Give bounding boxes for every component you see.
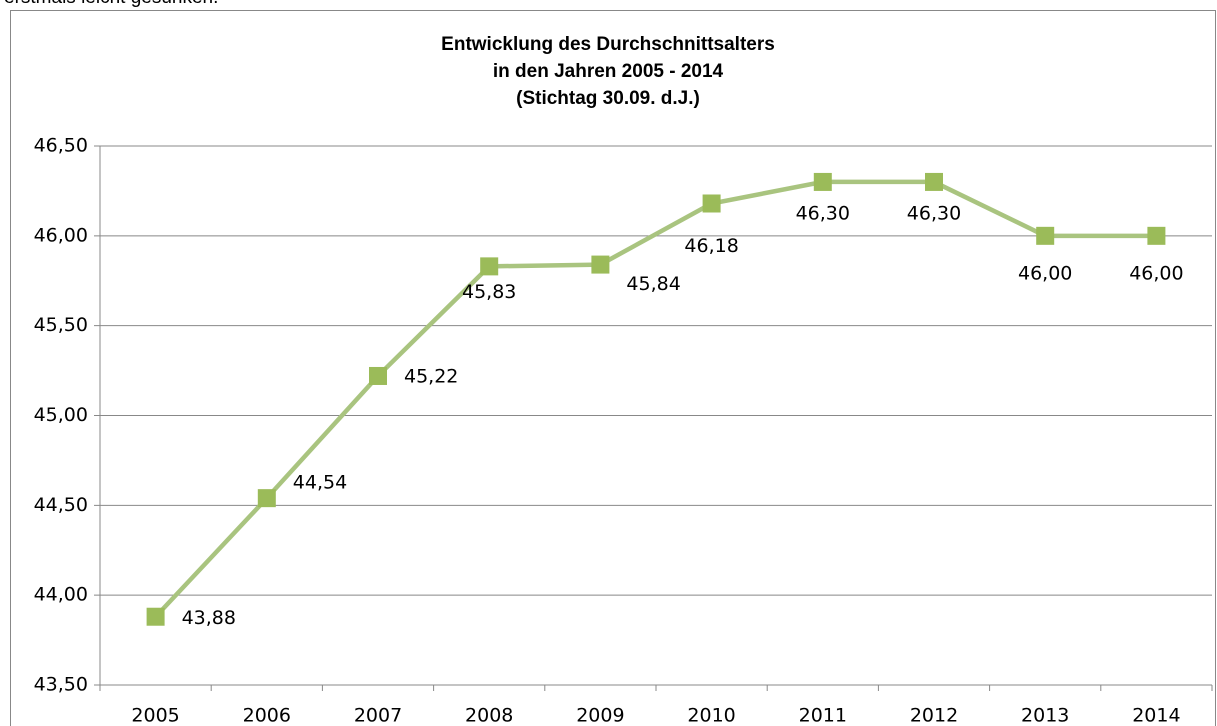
marker (1147, 226, 1166, 245)
marker (813, 172, 832, 191)
y-tick-label: 46,50 (34, 135, 88, 157)
x-tick-label: 2010 (687, 705, 735, 726)
marker (1036, 226, 1055, 245)
data-label: 43,88 (182, 607, 236, 629)
marker (257, 489, 276, 508)
y-tick-label: 44,00 (34, 584, 88, 606)
x-tick-label: 2008 (465, 705, 513, 726)
chart-title: (Stichtag 30.09. d.J.) (516, 88, 700, 109)
caption: erstmals leicht gesunken. (4, 0, 218, 8)
x-tick-label: 2005 (131, 705, 179, 726)
data-label: 45,83 (462, 281, 516, 303)
y-tick-label: 45,00 (34, 404, 88, 426)
x-tick-label: 2007 (354, 705, 402, 726)
y-tick-label: 43,50 (34, 674, 88, 696)
marker (480, 257, 499, 276)
chart-title: Entwicklung des Durchschnittsalters (441, 34, 775, 55)
data-label: 46,00 (1018, 262, 1072, 284)
chart-title: in den Jahren 2005 - 2014 (493, 61, 724, 82)
x-tick-label: 2006 (243, 705, 291, 726)
chart-frame (10, 10, 1216, 726)
data-label: 46,00 (1129, 262, 1183, 284)
line (153, 179, 1157, 619)
x-tick-label: 2013 (1021, 705, 1069, 726)
data-label: 44,54 (293, 472, 347, 494)
y-tick-label: 46,00 (34, 224, 88, 246)
y-tick-label: 45,50 (34, 314, 88, 336)
data-label: 45,84 (626, 273, 680, 295)
y-tick-label: 44,50 (34, 494, 88, 516)
x-tick-label: 2011 (799, 705, 847, 726)
marker (702, 194, 721, 213)
marker (925, 172, 943, 191)
data-label: 45,22 (404, 365, 458, 387)
marker (591, 255, 610, 274)
x-tick-label: 2009 (576, 705, 624, 726)
data-label: 46,30 (907, 202, 961, 224)
marker (146, 607, 165, 626)
x-tick-label: 2012 (910, 705, 958, 726)
data-label: 46,18 (684, 235, 738, 257)
x-tick-label: 2014 (1132, 705, 1180, 726)
marker (369, 366, 387, 385)
data-label: 46,30 (796, 202, 850, 224)
